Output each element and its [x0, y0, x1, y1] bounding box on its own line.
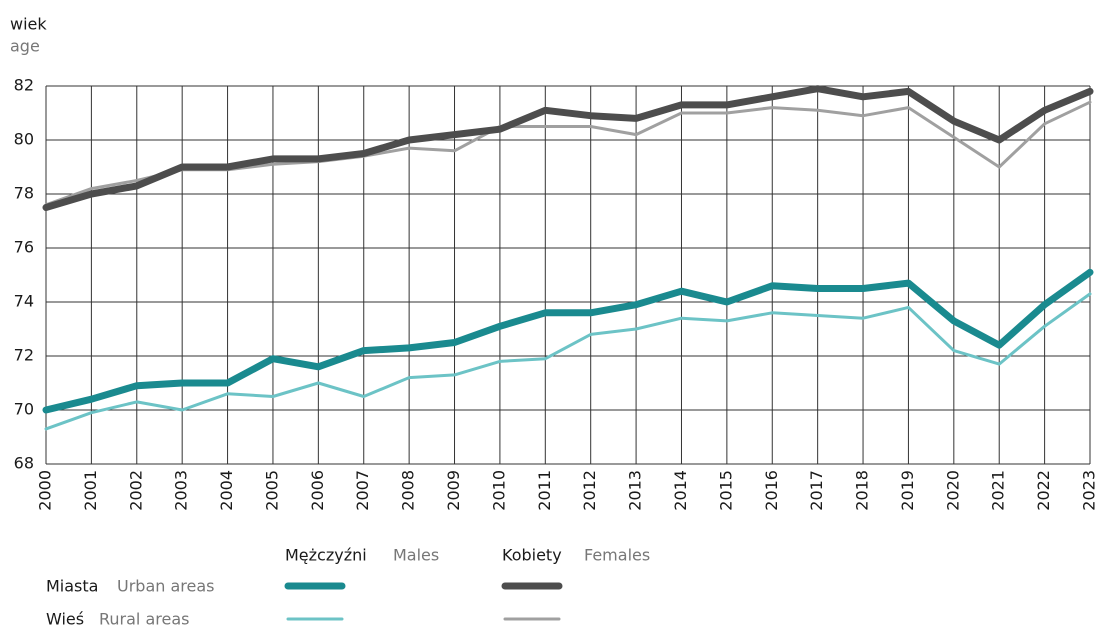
x-tick-label: 2007 [353, 470, 372, 511]
legend-column: Mężczyźni [285, 546, 367, 565]
y-tick-label: 72 [14, 346, 34, 365]
legend-column-en: Males [393, 546, 439, 565]
x-tick-label: 2018 [853, 470, 872, 511]
y-tick-label: 76 [14, 238, 34, 257]
legend-row: Wieś [46, 610, 84, 627]
y-tick-label: 78 [14, 184, 34, 203]
legend-column: Kobiety [502, 546, 562, 565]
x-tick-label: 2011 [535, 470, 554, 511]
x-tick-label: 2017 [807, 470, 826, 511]
x-tick-label: 2000 [36, 470, 55, 511]
series-line [44, 100, 1092, 207]
x-tick-label: 2014 [671, 470, 690, 511]
y-tick-label: 80 [14, 130, 34, 149]
x-tick-label: 2009 [444, 470, 463, 511]
y-axis-label-en: age [10, 37, 40, 56]
legend-row: Miasta [46, 577, 98, 596]
x-tick-label: 2020 [943, 470, 962, 511]
x-tick-label: 2016 [762, 470, 781, 511]
x-tick-label: 2021 [989, 470, 1008, 511]
y-tick-label: 68 [14, 454, 34, 473]
x-tick-label: 2013 [626, 470, 645, 511]
legend-row-en: Urban areas [117, 577, 215, 596]
x-tick-label: 2006 [308, 470, 327, 511]
x-tick-label: 2004 [217, 470, 236, 511]
x-tick-label: 2022 [1034, 470, 1053, 511]
series-line [44, 292, 1092, 431]
x-tick-label: 2005 [262, 470, 281, 511]
x-tick-label: 2008 [399, 470, 418, 511]
x-tick-label: 2015 [716, 470, 735, 511]
x-tick-label: 2003 [172, 470, 191, 511]
x-tick-label: 2023 [1080, 470, 1098, 511]
x-tick-label: 2001 [81, 470, 100, 511]
legend-row-en: Rural areas [99, 610, 189, 627]
y-tick-label: 74 [14, 292, 34, 311]
legend-column-en: Females [584, 546, 650, 565]
series-line [42, 268, 1094, 414]
x-tick-label: 2002 [126, 470, 145, 511]
y-axis-label: wiek [10, 15, 47, 34]
x-tick-label: 2010 [489, 470, 508, 511]
series-line [42, 85, 1094, 211]
x-tick-label: 2012 [580, 470, 599, 511]
y-tick-label: 70 [14, 400, 34, 419]
x-tick-label: 2019 [898, 470, 917, 511]
y-tick-label: 82 [14, 76, 34, 95]
